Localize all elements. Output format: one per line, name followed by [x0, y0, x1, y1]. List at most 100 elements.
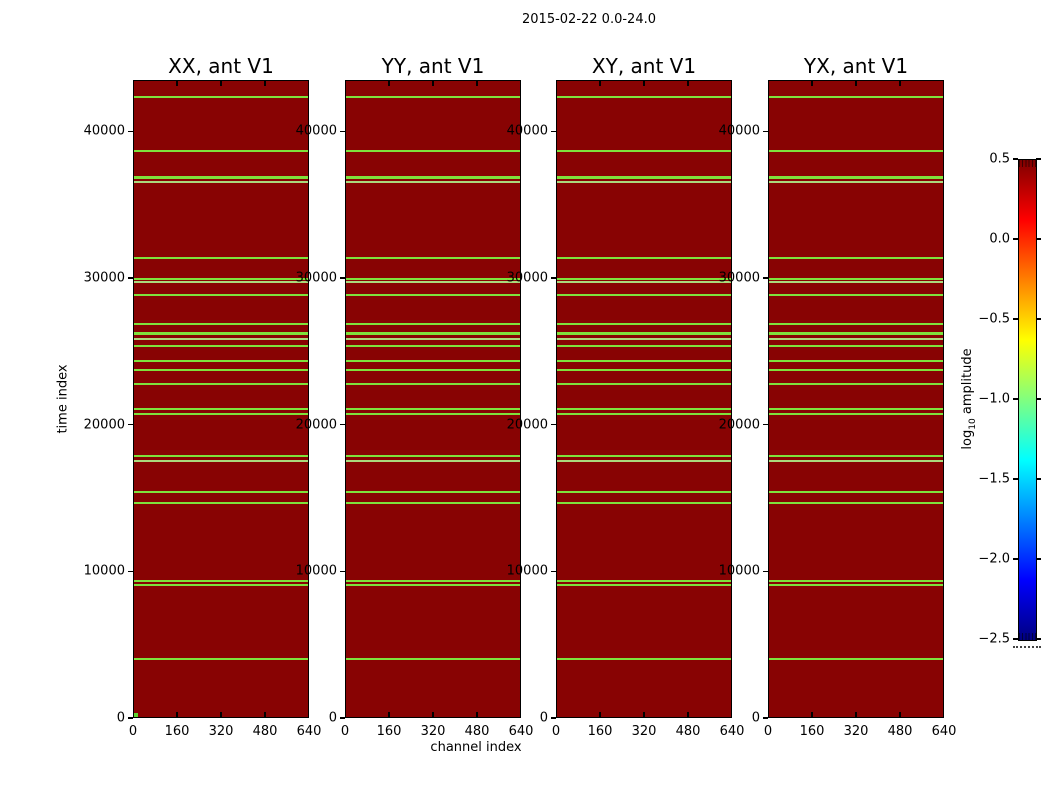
- x-tick-bottom: [687, 712, 689, 717]
- y-tick-label: 0: [328, 710, 337, 726]
- colorbar-tick-left: [1013, 238, 1018, 240]
- colorbar-label-post: amplitude: [960, 348, 976, 419]
- colorbar-gradient: [1019, 160, 1036, 640]
- flagged-time-row: [134, 383, 308, 386]
- y-tick: [551, 424, 556, 426]
- flagged-time-row: [346, 502, 520, 505]
- flagged-time-row: [769, 408, 943, 411]
- colorbar-tick-label: −1.5: [978, 471, 1010, 487]
- y-tick-label: 0: [539, 710, 548, 726]
- flagged-time-row: [346, 331, 520, 335]
- y-tick-label: 10000: [506, 563, 548, 579]
- colorbar-tick-right: [1036, 398, 1041, 400]
- x-tick-label: 0: [551, 724, 561, 739]
- y-tick-label: 40000: [718, 123, 760, 139]
- colorbar-label-sub: 10: [967, 418, 978, 430]
- flagged-time-row: [769, 294, 943, 296]
- flagged-time-row: [769, 383, 943, 386]
- flagged-time-row: [134, 96, 308, 98]
- x-tick-label: 160: [587, 724, 613, 739]
- colorbar-bottom-hatch: [1019, 633, 1036, 640]
- y-tick-label: 20000: [83, 417, 125, 433]
- y-tick: [763, 717, 768, 719]
- flagged-time-row: [769, 257, 943, 260]
- x-tick-label: 160: [376, 724, 402, 739]
- panel-yy-ant-v1: [345, 80, 521, 718]
- flagged-time-row: [557, 338, 731, 340]
- flagged-time-row: [557, 490, 731, 493]
- x-tick-bottom: [264, 712, 266, 717]
- y-axis-label: time index: [55, 364, 71, 434]
- flagged-time-row: [769, 150, 943, 153]
- colorbar-extend-dotted-line: [1013, 646, 1041, 648]
- flagged-time-row: [346, 459, 520, 462]
- flagged-time-row: [557, 257, 731, 260]
- flagged-time-row: [769, 323, 943, 326]
- flagged-time-row: [346, 657, 520, 660]
- flagged-time-row: [769, 280, 943, 283]
- y-tick: [551, 130, 556, 132]
- colorbar-tick-left: [1013, 478, 1018, 480]
- colorbar-tick-right: [1036, 638, 1041, 640]
- flagged-time-row: [557, 280, 731, 283]
- flagged-time-row: [769, 277, 943, 280]
- flagged-time-row: [134, 277, 308, 280]
- flagged-time-row: [134, 294, 308, 296]
- x-tick-label: 0: [340, 724, 350, 739]
- flagged-time-row: [134, 502, 308, 505]
- y-tick: [340, 130, 345, 132]
- flagged-time-row: [346, 412, 520, 415]
- x-tick-top: [432, 81, 434, 86]
- x-tick-label: 480: [675, 724, 701, 739]
- flagged-time-row: [557, 459, 731, 462]
- colorbar-tick-right: [1036, 158, 1041, 160]
- colorbar-top-hatch: [1019, 160, 1036, 167]
- flagged-time-row: [769, 455, 943, 458]
- flagged-time-row: [769, 584, 943, 587]
- colorbar-tick-label: 0.5: [989, 151, 1010, 167]
- y-tick-label: 20000: [295, 417, 337, 433]
- flagged-time-row: [134, 580, 308, 582]
- y-tick-label: 10000: [718, 563, 760, 579]
- flagged-time-row: [769, 360, 943, 362]
- x-tick-label: 640: [719, 724, 745, 739]
- corner-anomaly-blip: [134, 713, 138, 717]
- flagged-time-row: [557, 383, 731, 386]
- flagged-time-row: [557, 345, 731, 348]
- y-tick-label: 30000: [83, 270, 125, 286]
- panel-xx-ant-v1: [133, 80, 309, 718]
- flagged-time-row: [346, 294, 520, 296]
- y-tick: [763, 424, 768, 426]
- y-tick-label: 10000: [295, 563, 337, 579]
- colorbar-tick-right: [1036, 478, 1041, 480]
- y-tick: [763, 570, 768, 572]
- y-tick-label: 40000: [83, 123, 125, 139]
- flagged-time-row: [769, 338, 943, 340]
- colorbar-tick-right: [1036, 238, 1041, 240]
- x-tick-bottom: [855, 712, 857, 717]
- flagged-time-row: [346, 150, 520, 153]
- flagged-time-row: [557, 657, 731, 660]
- y-tick-label: 0: [116, 710, 125, 726]
- colorbar-tick-left: [1013, 398, 1018, 400]
- flagged-time-row: [769, 368, 943, 371]
- flagged-time-row: [134, 280, 308, 283]
- y-tick: [128, 717, 133, 719]
- x-tick-top: [811, 81, 813, 86]
- colorbar-tick-label: −1.0: [978, 391, 1010, 407]
- flagged-time-row: [769, 502, 943, 505]
- y-tick-label: 20000: [506, 417, 548, 433]
- colorbar-tick-left: [1013, 558, 1018, 560]
- flagged-time-row: [557, 412, 731, 415]
- y-tick-label: 30000: [718, 270, 760, 286]
- flagged-time-row: [557, 150, 731, 153]
- flagged-time-row: [346, 277, 520, 280]
- x-tick-bottom: [388, 712, 390, 717]
- x-tick-label: 0: [128, 724, 138, 739]
- flagged-time-row: [134, 176, 308, 180]
- colorbar-tick-right: [1036, 318, 1041, 320]
- x-tick-bottom: [599, 712, 601, 717]
- flagged-time-row: [346, 181, 520, 184]
- colorbar-tick-left: [1013, 638, 1018, 640]
- flagged-time-row: [134, 490, 308, 493]
